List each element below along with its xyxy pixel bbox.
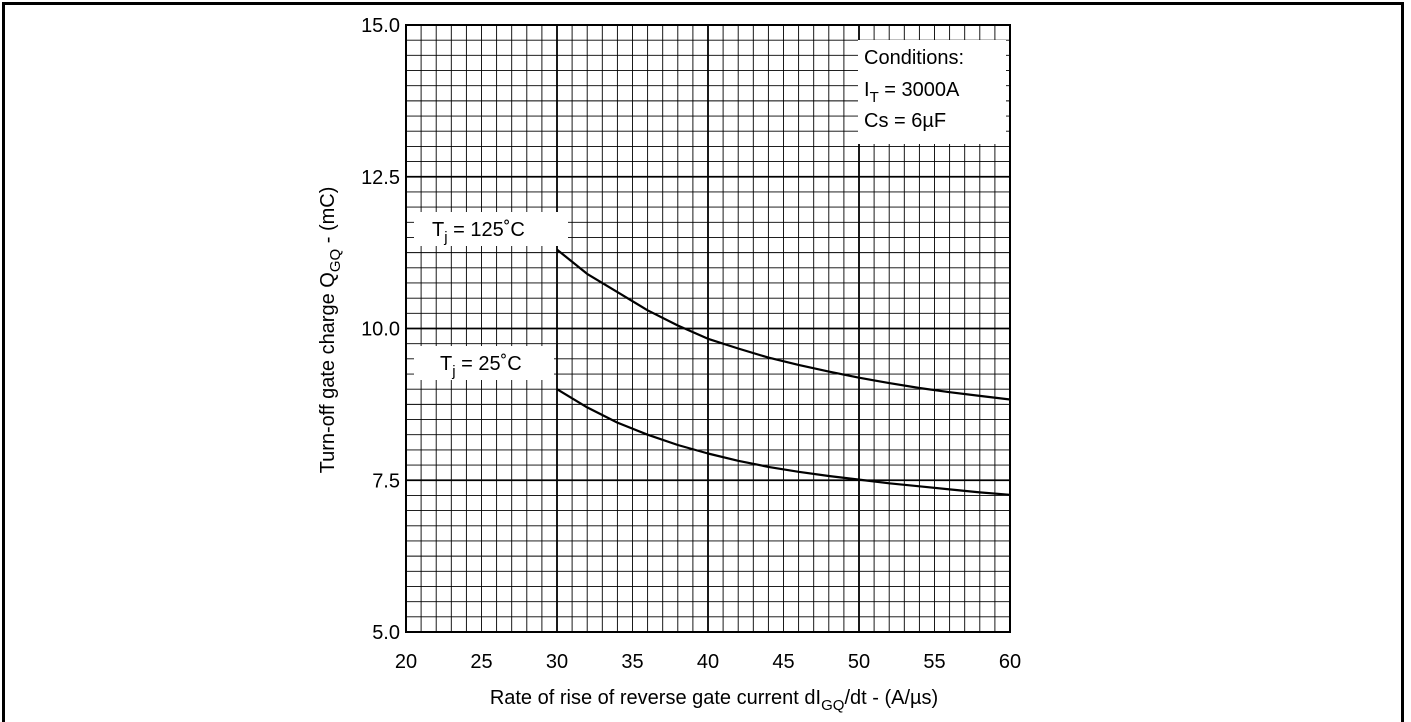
x-tick-label: 45 bbox=[772, 651, 794, 673]
y-tick-labels: 5.0 7.5 10.0 12.5 15.0 bbox=[361, 15, 400, 644]
x-tick-label: 20 bbox=[395, 651, 417, 673]
y-tick-label: 12.5 bbox=[361, 167, 400, 189]
conditions-box: Conditions: IT = 3000A Cs = 6µF bbox=[858, 40, 1006, 144]
x-tick-label: 55 bbox=[923, 651, 945, 673]
y-tick-label: 5.0 bbox=[372, 622, 400, 644]
x-tick-label: 40 bbox=[697, 651, 719, 673]
y-axis-label: Turn-off gate charge QGQ - (mC) bbox=[317, 187, 344, 474]
conditions-current: IT = 3000A bbox=[864, 79, 960, 106]
x-tick-label: 35 bbox=[621, 651, 643, 673]
plot-border bbox=[405, 24, 1011, 633]
svg-text:Tj = 25˚C: Tj = 25˚C bbox=[440, 353, 522, 380]
series-line-1 bbox=[556, 388, 1011, 496]
x-axis-label: Rate of rise of reverse gate current dIG… bbox=[490, 687, 938, 714]
series-label-125: Tj = 125˚C bbox=[414, 212, 568, 246]
y-tick-label: 10.0 bbox=[361, 319, 400, 341]
y-tick-label: 15.0 bbox=[361, 15, 400, 37]
conditions-title: Conditions: bbox=[864, 47, 964, 69]
x-tick-label: 50 bbox=[848, 651, 870, 673]
x-tick-label: 60 bbox=[999, 651, 1021, 673]
series-line-0 bbox=[556, 248, 1011, 401]
y-tick-label: 7.5 bbox=[372, 470, 400, 492]
x-tick-label: 25 bbox=[470, 651, 492, 673]
grid-major bbox=[406, 25, 1010, 632]
series-lines bbox=[556, 248, 1011, 496]
x-tick-labels: 20 25 30 35 40 45 50 55 60 bbox=[395, 651, 1021, 673]
x-tick-label: 30 bbox=[546, 651, 568, 673]
conditions-capacitance: Cs = 6µF bbox=[864, 110, 946, 132]
series-label-25: Tj = 25˚C bbox=[414, 346, 554, 380]
svg-text:Tj = 125˚C: Tj = 125˚C bbox=[432, 219, 525, 246]
